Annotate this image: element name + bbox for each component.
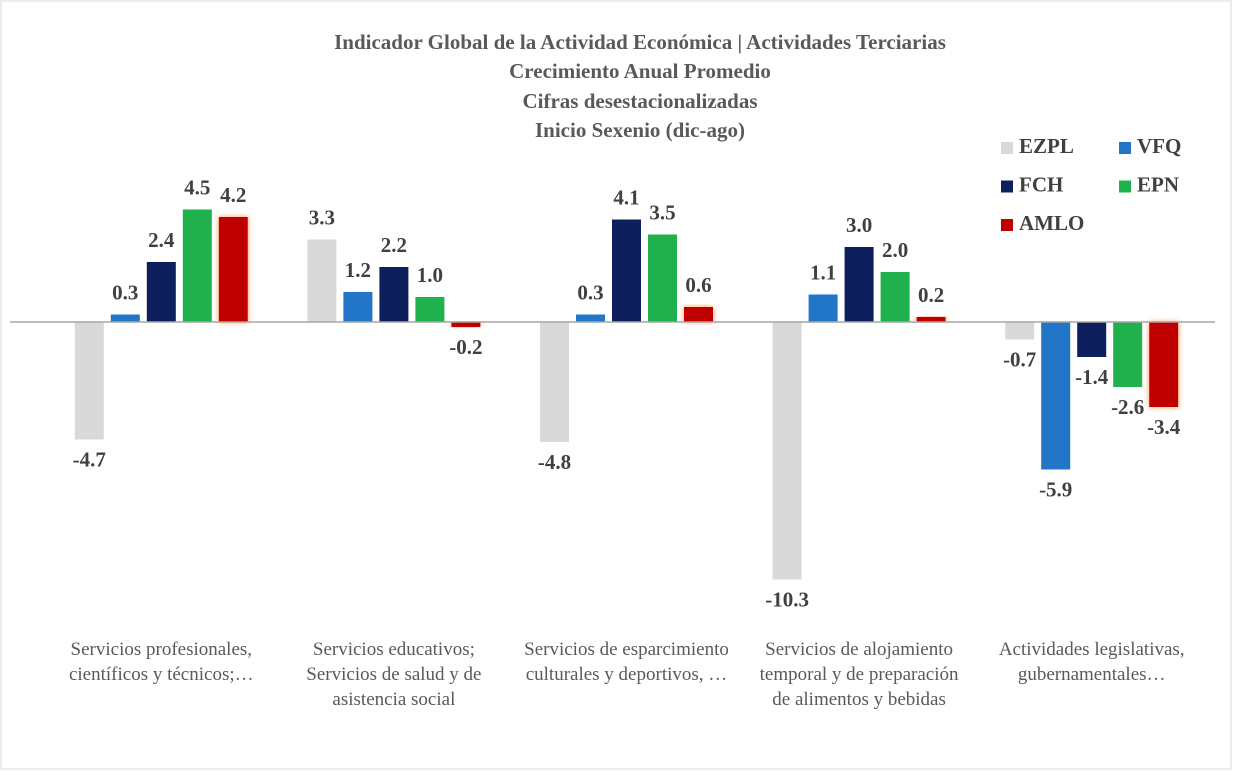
legend-label: AMLO [1019, 211, 1084, 235]
chart-title: Indicador Global de la Actividad Económi… [334, 30, 946, 54]
bar [684, 307, 713, 322]
bar [146, 262, 176, 322]
bar [451, 322, 481, 327]
bar [415, 297, 445, 322]
x-tick-label: Servicios profesionales, científicos y t… [68, 639, 254, 685]
data-label: 2.4 [148, 228, 175, 252]
legend-label: FCH [1019, 172, 1063, 196]
bar [218, 217, 248, 322]
data-label: 4.5 [184, 175, 210, 199]
legend-swatch [1001, 219, 1013, 231]
bar [379, 267, 409, 322]
chart-subtitle: Cifras desestacionalizadas [522, 89, 757, 113]
data-label: 2.0 [882, 238, 908, 262]
bar [182, 209, 212, 322]
data-label: 1.0 [417, 263, 443, 287]
x-tick-label: Servicios de alojamiento temporal y de p… [759, 639, 959, 710]
bar [307, 239, 337, 322]
legend-swatch [1119, 142, 1131, 154]
x-tick-label: Actividades legislativas, gubernamentale… [998, 639, 1185, 685]
bar [880, 272, 910, 322]
bar [1005, 322, 1035, 340]
data-label: 0.2 [918, 283, 944, 307]
data-label: 1.1 [810, 260, 836, 284]
data-label: -3.4 [1147, 415, 1181, 439]
legend-label: VFQ [1137, 134, 1181, 158]
bar [612, 219, 641, 322]
bar [74, 322, 104, 440]
bar [1077, 322, 1107, 357]
data-label: 3.0 [846, 213, 872, 237]
chart-subtitle: Inicio Sexenio (dic-ago) [535, 118, 745, 142]
bar [808, 294, 838, 322]
data-label: 3.5 [649, 200, 675, 224]
legend-label: EZPL [1019, 134, 1074, 158]
data-label: -0.7 [1003, 347, 1036, 371]
data-label: 4.1 [613, 185, 639, 209]
data-label: 1.2 [345, 258, 371, 282]
bar [916, 317, 946, 322]
data-label: -2.6 [1111, 395, 1144, 419]
data-label: -1.4 [1075, 365, 1109, 389]
bar [576, 314, 605, 322]
data-label: 3.3 [309, 205, 335, 229]
legend-swatch [1119, 180, 1131, 193]
data-label: -0.2 [449, 335, 482, 359]
bar [343, 292, 373, 322]
bar [1149, 322, 1179, 407]
chart-subtitle: Crecimiento Anual Promedio [509, 59, 771, 83]
data-label: 0.3 [112, 280, 138, 304]
data-label: -4.8 [538, 450, 571, 474]
bar [540, 322, 569, 442]
legend-swatch [1001, 180, 1013, 193]
data-label: 0.3 [577, 280, 603, 304]
data-label: 2.2 [381, 233, 407, 257]
data-label: 4.2 [220, 183, 246, 207]
bar [110, 314, 140, 322]
x-tick-label: Servicios educativos; Servicios de salud… [306, 639, 482, 710]
bar [648, 234, 677, 322]
bar [844, 247, 874, 322]
data-label: -10.3 [765, 587, 809, 611]
data-label: -4.7 [73, 447, 106, 471]
x-tick-label: Servicios de esparcimiento culturales y … [524, 639, 729, 685]
data-label: 0.6 [685, 273, 711, 297]
data-label: -5.9 [1039, 477, 1072, 501]
legend-label: EPN [1137, 172, 1179, 196]
bar [772, 322, 802, 580]
bar [1113, 322, 1143, 387]
bar [1041, 322, 1071, 470]
legend-swatch [1001, 142, 1013, 154]
